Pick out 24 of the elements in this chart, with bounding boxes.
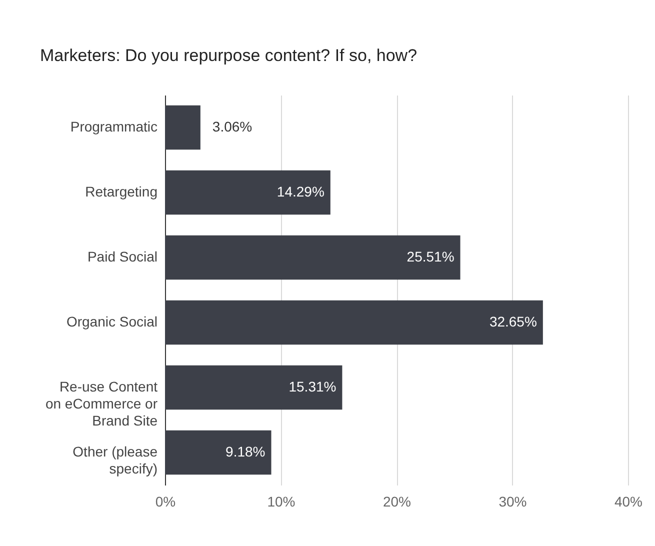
data-label: 25.51% [406,248,454,264]
bar [165,300,543,345]
y-tick-label: Organic Social [66,314,158,330]
bar [165,170,330,215]
x-tick-label: 40% [614,494,643,510]
data-label: 32.65% [489,314,537,330]
data-label: 14.29% [276,184,324,200]
x-tick-label: 10% [267,494,296,510]
y-tick-label: Paid Social [87,248,158,264]
x-tick-label: 30% [498,494,527,510]
bar [165,365,342,410]
y-tick-label: Programmatic [70,118,158,134]
y-tick-label: Other (please specify) [72,444,158,476]
bar [165,235,460,280]
bar [165,430,272,475]
data-label: 9.18% [226,444,266,460]
data-label: 15.31% [288,378,336,394]
data-label: 3.06% [212,118,252,134]
x-tick-label: 20% [382,494,412,510]
chart-title: Marketers: Do you repurpose content? If so, how? [40,46,418,65]
y-tick-label: Retargeting [85,184,158,200]
bar [165,105,200,150]
y-tick-label: Re-use Content on eCommerce or Brand Site [45,378,158,428]
x-tick-label: 0% [155,494,176,510]
